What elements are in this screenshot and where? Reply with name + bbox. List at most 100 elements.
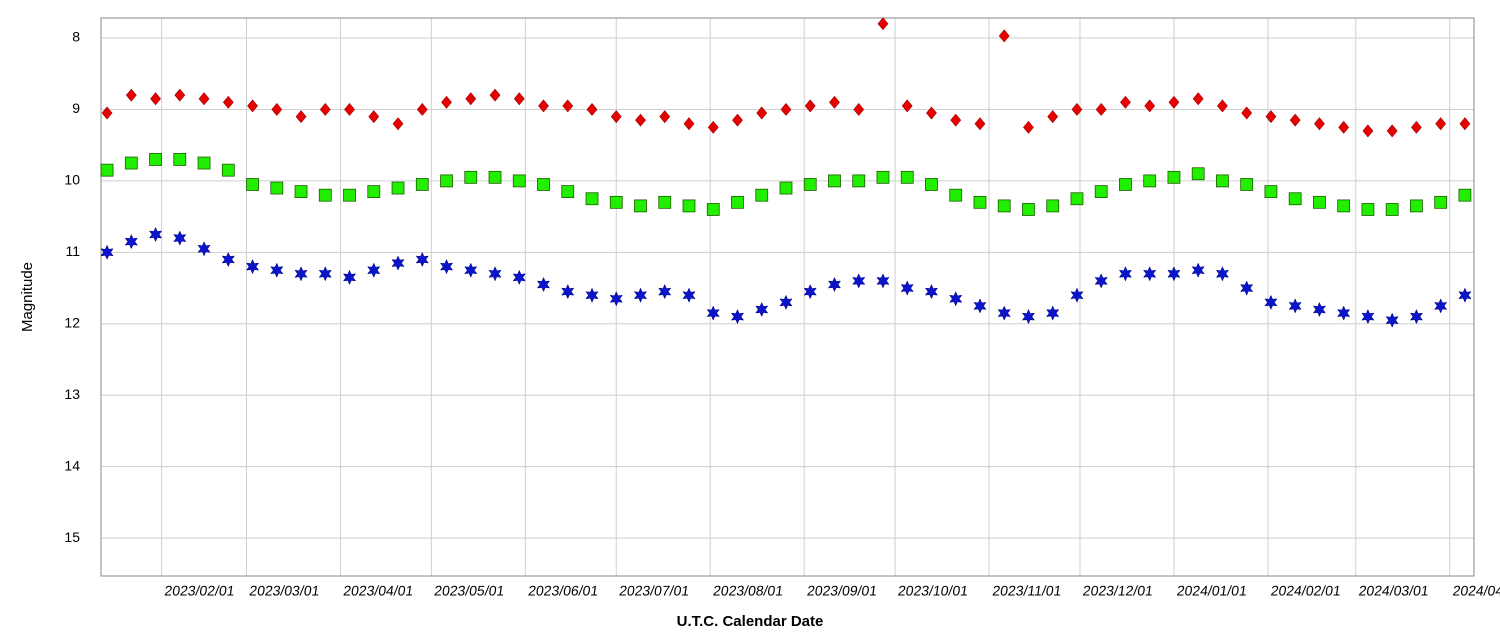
point [634, 199, 647, 213]
point [198, 92, 210, 106]
point [391, 181, 405, 195]
point [271, 102, 283, 116]
point [1434, 298, 1448, 314]
point [779, 294, 793, 311]
point [1337, 199, 1351, 213]
point [1458, 287, 1472, 303]
point [780, 102, 792, 116]
point [1046, 305, 1060, 321]
point [1361, 308, 1375, 325]
point [1047, 110, 1059, 124]
x-tick-label: 2023/04/01 [342, 583, 414, 599]
point [803, 178, 817, 191]
point [464, 262, 478, 278]
point [1337, 305, 1351, 321]
point [1240, 280, 1254, 296]
point [561, 185, 575, 199]
point [1022, 203, 1035, 216]
point [706, 203, 720, 216]
point [1288, 298, 1302, 314]
point [1362, 124, 1374, 138]
x-tick-label: 2024/01/01 [1176, 583, 1248, 599]
point [173, 230, 187, 246]
point [804, 99, 816, 113]
point [828, 174, 841, 188]
x-tick-label: 2024/03/01 [1358, 583, 1430, 599]
point [585, 287, 599, 303]
point [488, 170, 502, 184]
point [537, 178, 550, 191]
point [755, 301, 769, 318]
point [852, 273, 866, 289]
point [512, 174, 526, 188]
point [900, 280, 914, 296]
y-tick-label: 13 [64, 386, 80, 402]
point [536, 276, 551, 293]
point [440, 174, 453, 188]
point [1217, 99, 1228, 113]
point [415, 178, 429, 191]
point [1143, 266, 1157, 282]
point [150, 92, 161, 106]
point [949, 188, 963, 202]
point [1119, 178, 1132, 191]
point [270, 262, 284, 278]
point [1021, 308, 1036, 325]
point [1434, 195, 1448, 209]
point [367, 185, 381, 199]
point [342, 269, 357, 286]
x-tick-label: 2023/11/01 [991, 583, 1062, 599]
point [247, 99, 258, 113]
point [924, 283, 939, 300]
point [245, 258, 260, 275]
point [756, 106, 768, 120]
point [197, 241, 211, 257]
point [730, 308, 745, 325]
point [973, 298, 987, 314]
point [1241, 106, 1253, 120]
point [926, 106, 937, 120]
point [221, 251, 235, 268]
point [658, 283, 672, 300]
point [488, 266, 502, 282]
point [1070, 192, 1084, 206]
point [1264, 185, 1278, 199]
point [197, 156, 211, 170]
point [877, 17, 889, 31]
x-tick-label: 2024/02/01 [1270, 583, 1342, 599]
point [706, 305, 720, 321]
y-tick-label: 12 [64, 314, 80, 330]
point [1385, 203, 1399, 216]
point [538, 99, 549, 113]
x-tick-label: 2023/07/01 [618, 583, 690, 599]
plot-frame [100, 17, 1475, 577]
point [343, 188, 356, 202]
point [1240, 178, 1254, 191]
point [1312, 301, 1327, 318]
point [246, 178, 259, 191]
x-tick-label: 2023/10/01 [897, 583, 969, 599]
y-tick-label: 9 [72, 100, 80, 116]
point [876, 170, 890, 184]
point [1094, 185, 1108, 199]
point [803, 283, 817, 300]
point [270, 181, 284, 195]
point [318, 266, 332, 282]
point [974, 117, 986, 131]
point [949, 291, 963, 307]
point [1094, 273, 1108, 289]
x-tick-label: 2023/02/01 [164, 583, 236, 599]
point [318, 188, 332, 202]
point [367, 262, 381, 278]
point [829, 95, 840, 109]
point [1191, 262, 1205, 278]
point [1143, 174, 1157, 188]
point [124, 156, 138, 170]
y-tick-label: 10 [64, 172, 80, 188]
point [635, 113, 646, 127]
point [1385, 312, 1399, 328]
point [512, 269, 526, 286]
point [901, 99, 913, 113]
point [852, 174, 866, 188]
